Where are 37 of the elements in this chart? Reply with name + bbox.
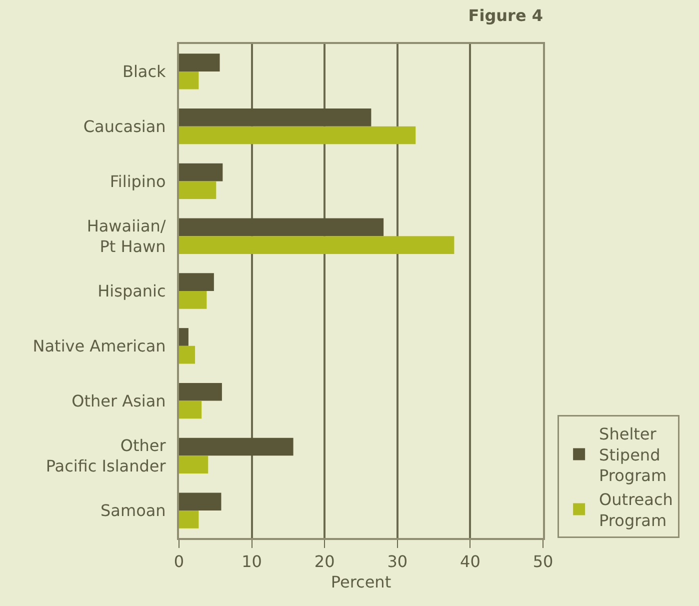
bar xyxy=(179,108,372,126)
y-tick-label: Samoan xyxy=(100,501,166,520)
bar xyxy=(179,492,222,511)
y-tick-label: Caucasian xyxy=(83,116,166,136)
legend-label: Outreach Program xyxy=(599,490,673,530)
bar xyxy=(179,54,220,72)
bar xyxy=(179,218,384,236)
bar xyxy=(179,346,196,364)
bar xyxy=(179,382,222,401)
bar xyxy=(179,400,202,419)
y-tick-label: Other Asian xyxy=(72,391,166,410)
chart-title: Figure 4 xyxy=(468,6,543,25)
x-tick-label: 20 xyxy=(314,552,335,572)
bar xyxy=(179,438,294,456)
bar xyxy=(179,236,454,254)
legend-label: Shelter Stipend Program xyxy=(599,424,667,486)
bar xyxy=(179,328,188,346)
bar xyxy=(179,181,216,200)
x-tick-label: 0 xyxy=(174,552,184,572)
bar xyxy=(179,273,214,291)
x-tick-label: 40 xyxy=(460,552,480,572)
bar xyxy=(179,510,199,528)
bar xyxy=(179,126,416,144)
y-tick-label: Native American xyxy=(32,336,166,356)
y-tick-label: Hawaiian/ Pt Hawn xyxy=(86,216,166,256)
bar xyxy=(179,163,223,182)
x-tick-label: 50 xyxy=(532,552,554,572)
x-tick-label: 30 xyxy=(387,552,408,572)
y-tick-label: Black xyxy=(122,62,167,82)
bar xyxy=(179,456,208,474)
bar xyxy=(179,71,199,90)
y-tick-label: Hispanic xyxy=(98,282,166,301)
x-axis-title: Percent xyxy=(330,572,392,592)
x-tick-label: 10 xyxy=(242,552,262,572)
y-tick-label: Filipino xyxy=(110,172,166,191)
y-tick-label: Other Pacific Islander xyxy=(46,436,166,476)
bar xyxy=(179,291,207,309)
